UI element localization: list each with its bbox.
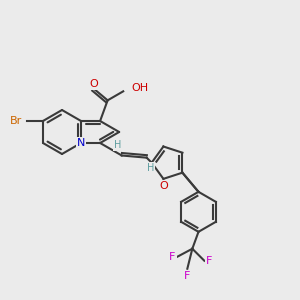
Text: O: O bbox=[89, 79, 98, 89]
Text: H: H bbox=[114, 140, 122, 151]
Text: F: F bbox=[206, 256, 212, 266]
Text: F: F bbox=[184, 271, 190, 281]
Text: OH: OH bbox=[131, 83, 148, 93]
Text: N: N bbox=[77, 138, 85, 148]
Text: Br: Br bbox=[10, 116, 22, 126]
Text: F: F bbox=[169, 252, 176, 262]
Text: O: O bbox=[159, 181, 168, 191]
Text: H: H bbox=[147, 163, 154, 173]
